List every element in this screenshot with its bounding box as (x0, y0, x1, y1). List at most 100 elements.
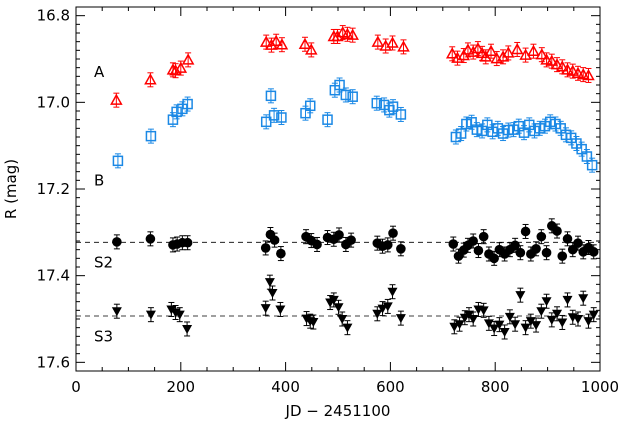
point-s2 (541, 247, 552, 258)
point-a (510, 42, 524, 55)
y-axis-label: R (mag) (2, 159, 20, 219)
x-tick-label: 400 (271, 378, 300, 396)
point-s2 (531, 244, 541, 254)
point-s3 (454, 320, 465, 330)
point-s2 (515, 247, 526, 258)
point-s3 (510, 320, 521, 330)
point-b (340, 89, 352, 101)
point-s3 (562, 295, 573, 305)
point-s3 (499, 328, 510, 337)
point-a (169, 64, 182, 76)
point-b (268, 110, 280, 121)
point-s3 (260, 304, 271, 314)
point-s3 (515, 291, 526, 301)
point-s3 (520, 323, 531, 333)
point-s2 (567, 244, 578, 255)
point-s3 (174, 310, 185, 320)
point-b (171, 106, 182, 118)
point-a (484, 44, 498, 56)
point-s3 (504, 312, 515, 322)
point-a (397, 40, 410, 52)
point-s3 (382, 302, 393, 312)
point-s3 (578, 294, 589, 304)
point-b (182, 98, 193, 110)
point-s2 (269, 235, 280, 245)
point-s2 (382, 240, 393, 250)
point-a (371, 35, 385, 47)
point-s3 (572, 315, 583, 324)
point-s2 (112, 237, 122, 247)
point-s3 (328, 295, 339, 305)
point-s3 (449, 322, 460, 332)
point-s3 (377, 304, 388, 314)
x-tick-label: 600 (376, 378, 405, 396)
y-tick-label: 17.2 (37, 180, 70, 198)
point-s2 (552, 226, 562, 236)
series-label-s2: S2 (94, 254, 113, 272)
x-axis-label: JD − 2451100 (285, 402, 391, 420)
point-s3 (583, 317, 594, 327)
series-label-b: B (94, 171, 104, 189)
point-b (586, 159, 598, 171)
series-label-s3: S3 (94, 327, 113, 345)
point-b (322, 114, 333, 125)
point-s3 (546, 315, 557, 325)
point-s2 (573, 238, 583, 248)
point-s3 (531, 321, 542, 331)
point-s2 (396, 244, 406, 254)
point-s3 (541, 297, 552, 307)
point-s2 (562, 234, 573, 244)
point-s2 (536, 231, 547, 242)
point-s3 (395, 314, 406, 324)
point-a (259, 35, 273, 47)
point-s2 (260, 243, 271, 253)
point-s3 (494, 320, 505, 330)
point-b (260, 116, 272, 128)
point-a (346, 28, 359, 40)
point-s2 (468, 236, 478, 246)
point-a (535, 48, 549, 60)
point-s2 (145, 234, 156, 244)
point-b (276, 112, 287, 123)
point-a (174, 61, 188, 73)
point-b (371, 97, 383, 109)
point-a (275, 38, 289, 50)
series-label-a: A (94, 63, 105, 81)
point-s2 (478, 231, 489, 242)
point-a (545, 54, 559, 66)
point-s3 (552, 309, 563, 319)
point-s3 (166, 305, 177, 315)
point-s3 (468, 315, 479, 324)
point-b (334, 79, 345, 91)
point-s3 (333, 303, 344, 313)
x-axis-ticks: 0 200 400 600 800 1000 (71, 7, 619, 396)
point-s2 (182, 237, 193, 248)
x-tick-label: 1000 (581, 378, 619, 396)
point-s2 (334, 230, 344, 240)
point-s2 (276, 248, 286, 259)
point-s2 (520, 226, 531, 237)
point-a (502, 46, 515, 58)
point-b (304, 100, 316, 112)
y-tick-label: 17.6 (37, 353, 70, 371)
point-a (445, 47, 459, 59)
point-s3 (536, 307, 547, 317)
point-a (471, 42, 485, 54)
point-s2 (588, 247, 599, 257)
y-tick-label: 16.8 (37, 7, 70, 25)
point-a (561, 63, 574, 75)
point-a (269, 34, 283, 46)
point-s3 (387, 287, 398, 297)
point-a (144, 73, 157, 85)
point-a (181, 53, 195, 65)
point-s2 (448, 239, 459, 249)
point-a (457, 48, 471, 61)
x-tick-label: 800 (481, 378, 510, 396)
point-s2 (388, 228, 398, 238)
point-s3 (342, 323, 353, 333)
point-a (110, 93, 123, 105)
point-s2 (557, 251, 568, 261)
point-s3 (525, 317, 536, 327)
point-s3 (478, 306, 489, 316)
point-a (461, 43, 475, 55)
